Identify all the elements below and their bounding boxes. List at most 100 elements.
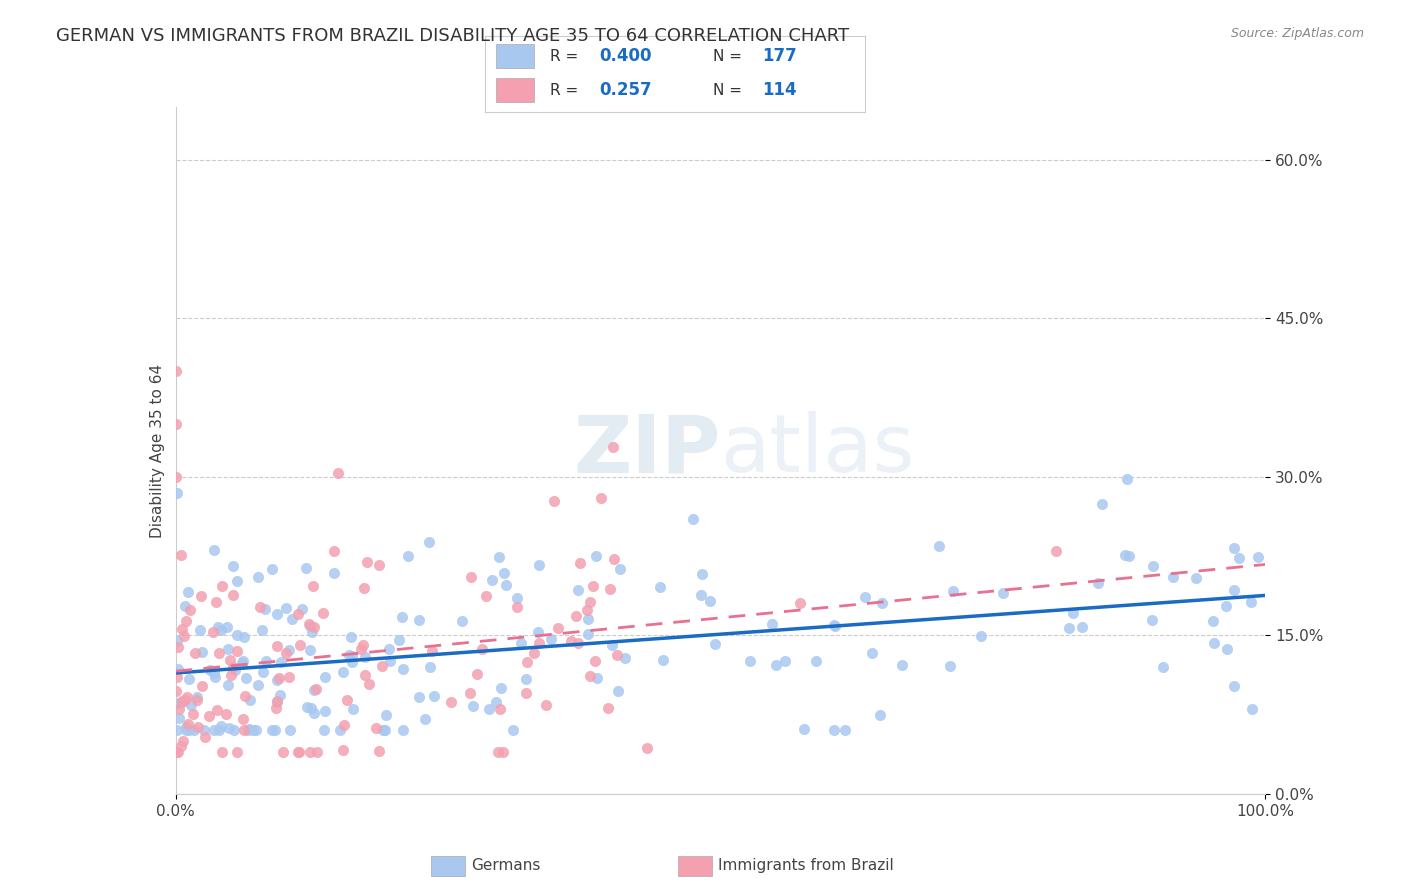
Point: [201, 624, 224, 639]
Text: 0.400: 0.400: [599, 47, 651, 65]
Point: [323, 544, 346, 558]
Point: [332, 743, 354, 757]
Point: [264, 701, 287, 715]
Point: [184, 646, 207, 660]
Point: [834, 723, 856, 737]
FancyBboxPatch shape: [496, 44, 534, 69]
Point: [392, 662, 415, 676]
Point: [1087, 575, 1109, 590]
Point: [298, 617, 321, 632]
Point: [204, 671, 226, 685]
Point: [288, 745, 311, 759]
Point: [169, 739, 191, 753]
FancyBboxPatch shape: [496, 78, 534, 103]
Point: [211, 745, 233, 759]
Point: [547, 622, 569, 636]
Point: [333, 717, 356, 731]
Point: [1142, 559, 1164, 574]
Point: [420, 644, 443, 658]
Point: [340, 630, 363, 644]
Point: [233, 689, 256, 703]
Point: [172, 734, 194, 748]
Point: [578, 595, 600, 609]
Point: [337, 648, 360, 662]
Point: [209, 623, 232, 637]
Point: [262, 562, 284, 576]
FancyBboxPatch shape: [430, 856, 465, 876]
Point: [225, 745, 247, 759]
Point: [323, 566, 346, 580]
Point: [353, 650, 375, 665]
Point: [567, 636, 589, 650]
Point: [853, 590, 876, 604]
Point: [246, 570, 269, 584]
Point: [396, 549, 419, 564]
Text: 177: 177: [762, 47, 797, 65]
Point: [527, 558, 550, 572]
Point: [166, 670, 188, 684]
Point: [239, 693, 262, 707]
Point: [209, 719, 232, 733]
Point: [704, 637, 727, 651]
Point: [738, 654, 761, 668]
Point: [287, 745, 309, 759]
Point: [534, 698, 557, 713]
Point: [353, 581, 375, 595]
Point: [765, 657, 787, 672]
Point: [208, 723, 231, 738]
Point: [368, 744, 391, 758]
Point: [583, 654, 606, 668]
Point: [179, 603, 201, 617]
Point: [565, 609, 588, 624]
Point: [502, 723, 524, 738]
Point: [374, 707, 396, 722]
Point: [340, 655, 363, 669]
Point: [242, 723, 264, 738]
Point: [188, 624, 211, 638]
Point: [1223, 583, 1246, 598]
Point: [186, 690, 208, 704]
Point: [166, 745, 188, 759]
Point: [575, 602, 598, 616]
Point: [789, 596, 811, 610]
Point: [1114, 548, 1136, 562]
Point: [202, 723, 225, 738]
Point: [232, 712, 254, 726]
Point: [183, 723, 205, 738]
Point: [491, 745, 513, 759]
Point: [354, 668, 377, 682]
Text: Germans: Germans: [471, 858, 540, 872]
Point: [266, 673, 288, 688]
Point: [167, 702, 190, 716]
Point: [589, 491, 612, 505]
Point: [371, 723, 394, 738]
Point: [609, 561, 631, 575]
Point: [1184, 571, 1206, 585]
Point: [543, 493, 565, 508]
Point: [489, 701, 512, 715]
Point: [506, 591, 529, 605]
Point: [238, 723, 260, 737]
Point: [176, 723, 198, 738]
Point: [165, 684, 187, 698]
Point: [690, 566, 713, 581]
Text: ZIP: ZIP: [574, 411, 721, 490]
Point: [471, 641, 494, 656]
Point: [222, 660, 245, 674]
Point: [277, 643, 299, 657]
Point: [516, 655, 538, 669]
Point: [266, 695, 288, 709]
Point: [340, 648, 363, 663]
Text: Immigrants from Brazil: Immigrants from Brazil: [718, 858, 894, 872]
Point: [205, 703, 228, 717]
Point: [378, 654, 401, 668]
Point: [869, 708, 891, 723]
Point: [823, 618, 845, 632]
Point: [235, 671, 257, 685]
Point: [166, 486, 188, 500]
Point: [682, 511, 704, 525]
Point: [269, 688, 291, 702]
Point: [165, 417, 187, 431]
Point: [585, 549, 607, 564]
Point: [1059, 621, 1081, 635]
